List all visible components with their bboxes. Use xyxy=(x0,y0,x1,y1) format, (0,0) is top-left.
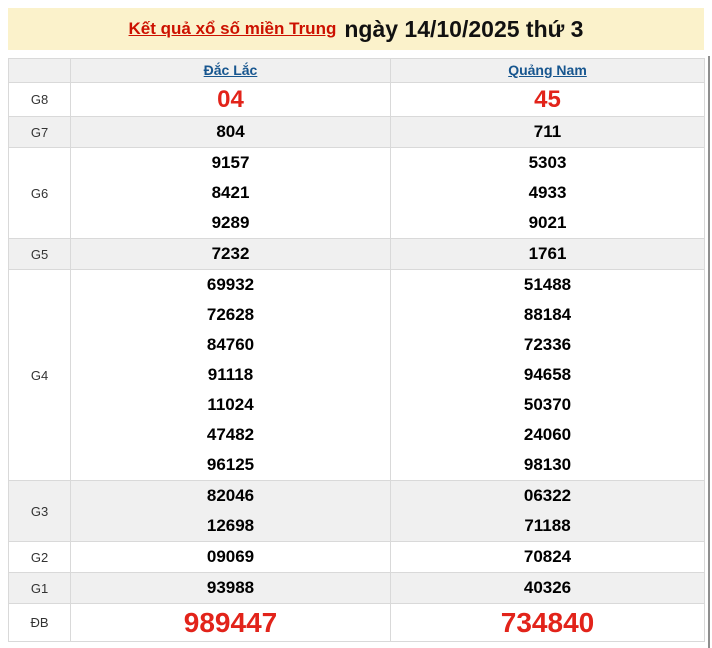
result-number: 94658 xyxy=(523,365,572,384)
result-number: 98130 xyxy=(523,455,572,474)
result-cell: 711 xyxy=(390,116,705,148)
province-link-dac-lac[interactable]: Đắc Lắc xyxy=(203,61,258,78)
province-header-cell: Quảng Nam xyxy=(390,58,705,83)
result-cell: 40326 xyxy=(390,572,705,604)
prize-label: ĐB xyxy=(8,603,71,642)
prize-label: G6 xyxy=(8,147,71,239)
result-number: 72336 xyxy=(523,335,572,354)
prize-label: G2 xyxy=(8,541,71,573)
result-number: 50370 xyxy=(523,395,572,414)
result-number: 09069 xyxy=(206,547,255,566)
result-number: 72628 xyxy=(206,305,255,324)
result-cell: 04 xyxy=(70,82,391,117)
result-number: 70824 xyxy=(523,547,572,566)
result-cell: 9157 8421 9289 xyxy=(70,147,391,239)
result-number: 9289 xyxy=(211,213,250,232)
result-number: 734840 xyxy=(500,607,595,638)
province-link-quang-nam[interactable]: Quảng Nam xyxy=(508,61,587,78)
result-number: 84760 xyxy=(206,335,255,354)
table-row-g1: G1 93988 40326 xyxy=(8,572,705,604)
result-number: 69932 xyxy=(206,275,255,294)
result-number: 04 xyxy=(217,86,244,113)
province-header-cell: Đắc Lắc xyxy=(70,58,391,83)
prize-label: G1 xyxy=(8,572,71,604)
page-title-banner: Kết quả xổ số miền Trung ngày 14/10/2025… xyxy=(8,8,704,50)
result-cell: 51488 88184 72336 94658 50370 24060 9813… xyxy=(390,269,705,481)
result-number: 989447 xyxy=(183,607,278,638)
table-row-g5: G5 7232 1761 xyxy=(8,238,705,270)
result-number: 51488 xyxy=(523,275,572,294)
table-row-g3: G3 82046 12698 06322 71188 xyxy=(8,480,705,542)
result-number: 9021 xyxy=(528,213,567,232)
prize-label: G4 xyxy=(8,269,71,481)
result-number: 47482 xyxy=(206,425,255,444)
result-number: 11024 xyxy=(207,395,254,414)
prize-label: G3 xyxy=(8,480,71,542)
table-row-db: ĐB 989447 734840 xyxy=(8,603,705,642)
result-number: 24060 xyxy=(523,425,572,444)
result-cell: 989447 xyxy=(70,603,391,642)
draw-date-text: ngày 14/10/2025 thứ 3 xyxy=(344,15,584,42)
scrollbar[interactable] xyxy=(708,56,710,648)
result-cell: 69932 72628 84760 91118 11024 47482 9612… xyxy=(70,269,391,481)
result-number: 45 xyxy=(534,86,561,113)
result-cell: 7232 xyxy=(70,238,391,270)
table-row-g2: G2 09069 70824 xyxy=(8,541,705,573)
result-number: 82046 xyxy=(206,486,255,505)
result-cell: 734840 xyxy=(390,603,705,642)
prize-column-header xyxy=(8,58,71,83)
prize-label: G5 xyxy=(8,238,71,270)
result-cell: 45 xyxy=(390,82,705,117)
result-number: 91118 xyxy=(207,365,254,384)
result-number: 9157 xyxy=(211,153,250,172)
table-row-g8: G8 04 45 xyxy=(8,82,705,117)
result-cell: 804 xyxy=(70,116,391,148)
table-row-g6: G6 9157 8421 9289 5303 4933 9021 xyxy=(8,147,705,239)
result-cell: 93988 xyxy=(70,572,391,604)
results-table: Đắc Lắc Quảng Nam G8 04 45 G7 804 711 xyxy=(8,58,705,642)
prize-label: G8 xyxy=(8,82,71,117)
result-cell: 70824 xyxy=(390,541,705,573)
result-number: 40326 xyxy=(523,578,572,597)
table-row-g4: G4 69932 72628 84760 91118 11024 47482 9… xyxy=(8,269,705,481)
result-number: 88184 xyxy=(523,305,572,324)
table-row-g7: G7 804 711 xyxy=(8,116,705,148)
table-header-row: Đắc Lắc Quảng Nam xyxy=(8,58,705,83)
result-cell: 1761 xyxy=(390,238,705,270)
result-number: 711 xyxy=(533,122,562,141)
region-title-link[interactable]: Kết quả xổ số miền Trung xyxy=(128,19,337,38)
result-cell: 09069 xyxy=(70,541,391,573)
result-cell: 5303 4933 9021 xyxy=(390,147,705,239)
result-number: 804 xyxy=(216,122,245,141)
result-number: 93988 xyxy=(206,578,255,597)
result-number: 06322 xyxy=(523,486,572,505)
result-number: 5303 xyxy=(528,153,567,172)
result-cell: 82046 12698 xyxy=(70,480,391,542)
result-number: 4933 xyxy=(528,183,567,202)
result-number: 7232 xyxy=(211,244,250,263)
result-number: 96125 xyxy=(206,455,255,474)
result-number: 71188 xyxy=(524,516,571,535)
result-cell: 06322 71188 xyxy=(390,480,705,542)
prize-label: G7 xyxy=(8,116,71,148)
result-number: 8421 xyxy=(211,183,250,202)
result-number: 12698 xyxy=(206,516,255,535)
result-number: 1761 xyxy=(528,244,567,263)
